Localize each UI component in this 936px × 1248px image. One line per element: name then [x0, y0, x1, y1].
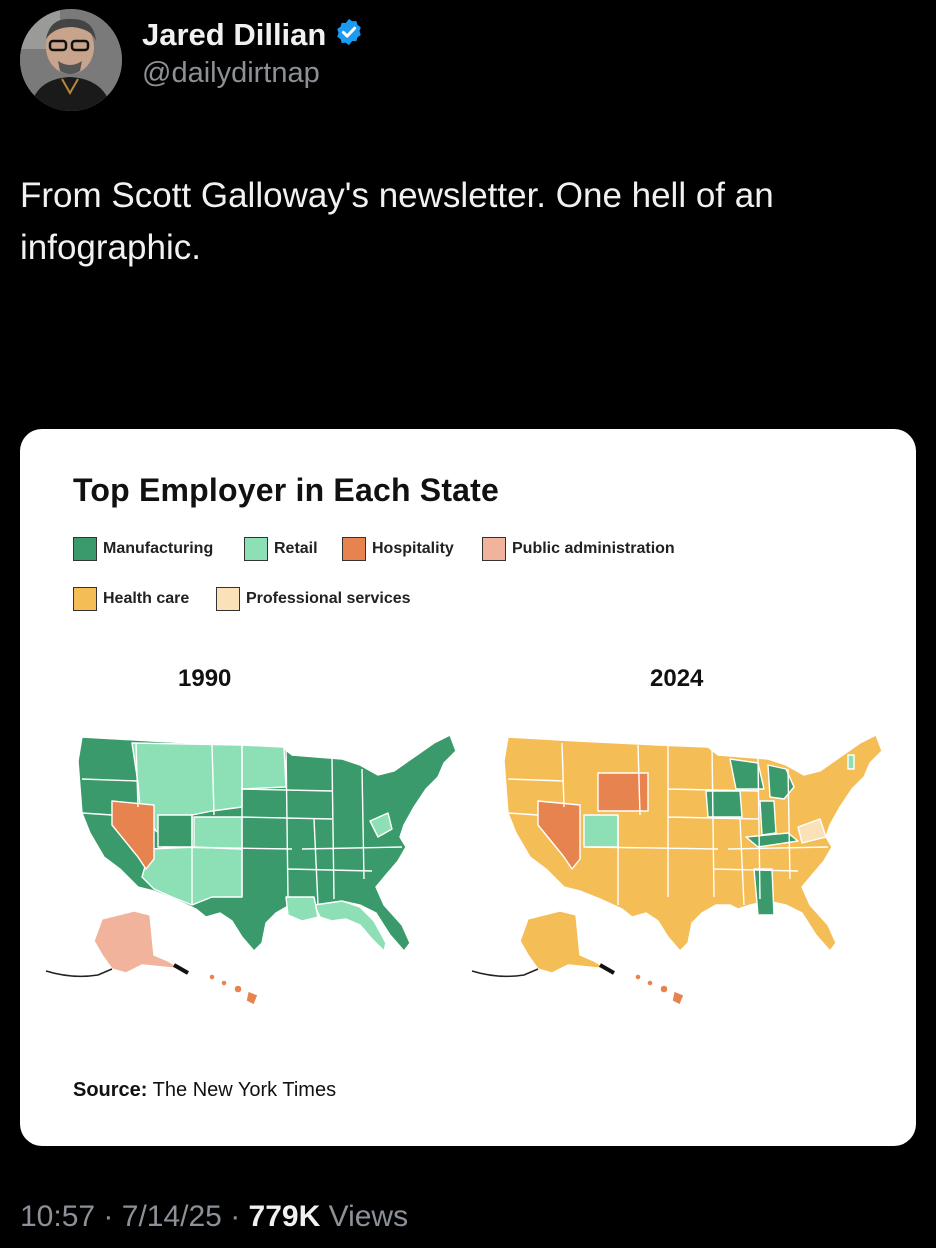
map-1990-wv — [369, 812, 393, 838]
map-2024 — [471, 734, 883, 1006]
legend-swatch — [244, 537, 268, 561]
map-2024-utah — [583, 814, 619, 848]
tweet-header: Jared Dillian @dailydirtnap — [20, 8, 364, 112]
legend-label: Health care — [103, 590, 190, 607]
map-1990-retail-plains — [241, 744, 287, 790]
legend-swatch — [216, 587, 240, 611]
legend-label: Manufacturing — [103, 540, 214, 557]
views-count: 779K — [248, 1200, 321, 1233]
year-label-1990: 1990 — [178, 665, 232, 692]
map-1990-utah — [157, 814, 193, 848]
author-handle[interactable]: @dailydirtnap — [142, 56, 320, 89]
avatar[interactable] — [20, 9, 122, 111]
tweet-text: From Scott Galloway's newsletter. One he… — [20, 176, 774, 267]
source-line: Source: The New York Times — [73, 1079, 336, 1102]
map-1990-alaska — [93, 910, 183, 974]
legend-item-professional-services: Professional services — [216, 587, 411, 611]
legend-label: Hospitality — [372, 540, 454, 557]
tweet-date[interactable]: 7/14/25 — [121, 1200, 222, 1233]
legend-label: Retail — [274, 540, 318, 557]
map-2024-alaska — [519, 910, 609, 974]
views-label: Views — [328, 1200, 409, 1233]
infographic-title: Top Employer in Each State — [73, 472, 500, 508]
legend-item-retail: Retail — [244, 537, 318, 561]
map-2024-wyoming — [597, 772, 649, 812]
legend-item-manufacturing: Manufacturing — [73, 537, 213, 561]
map-1990-louisiana — [285, 896, 319, 922]
tweet-meta: 10:57 · 7/14/25 · 779K Views — [20, 1200, 408, 1234]
source-label: Source: — [73, 1079, 148, 1101]
map-2024-iowa — [705, 790, 743, 818]
map-2024-nevada — [537, 800, 581, 870]
map-2024-virginia — [797, 818, 827, 844]
meta-separator: · — [103, 1200, 114, 1233]
legend-swatch — [342, 537, 366, 561]
map-1990-retail-colorado — [193, 816, 243, 850]
year-label-2024: 2024 — [650, 665, 704, 692]
map-2024-alabama — [753, 868, 775, 916]
author-name[interactable]: Jared Dillian — [142, 16, 327, 52]
map-1990-florida — [313, 900, 387, 952]
map-2024-vermont — [847, 754, 855, 770]
meta-separator: · — [230, 1200, 241, 1233]
map-1990-nevada — [111, 800, 155, 870]
legend-label: Professional services — [246, 590, 411, 607]
legend-label: Public administration — [512, 540, 675, 557]
legend-swatch — [482, 537, 506, 561]
tweet-time[interactable]: 10:57 — [20, 1200, 96, 1233]
source-value: The New York Times — [152, 1079, 337, 1101]
verified-badge-icon — [334, 17, 364, 52]
legend-item-health-care: Health care — [73, 587, 189, 611]
legend-item-hospitality: Hospitality — [342, 537, 454, 561]
legend-item-public-administration: Public administration — [482, 537, 675, 561]
legend-swatch — [73, 587, 97, 611]
map-2024-wisconsin — [729, 758, 765, 790]
legend-swatch — [73, 537, 97, 561]
map-1990 — [45, 734, 457, 1006]
tweet-image[interactable]: Top Employer in Each State Manufacturing… — [20, 429, 916, 1146]
map-2024-indiana — [759, 800, 777, 836]
